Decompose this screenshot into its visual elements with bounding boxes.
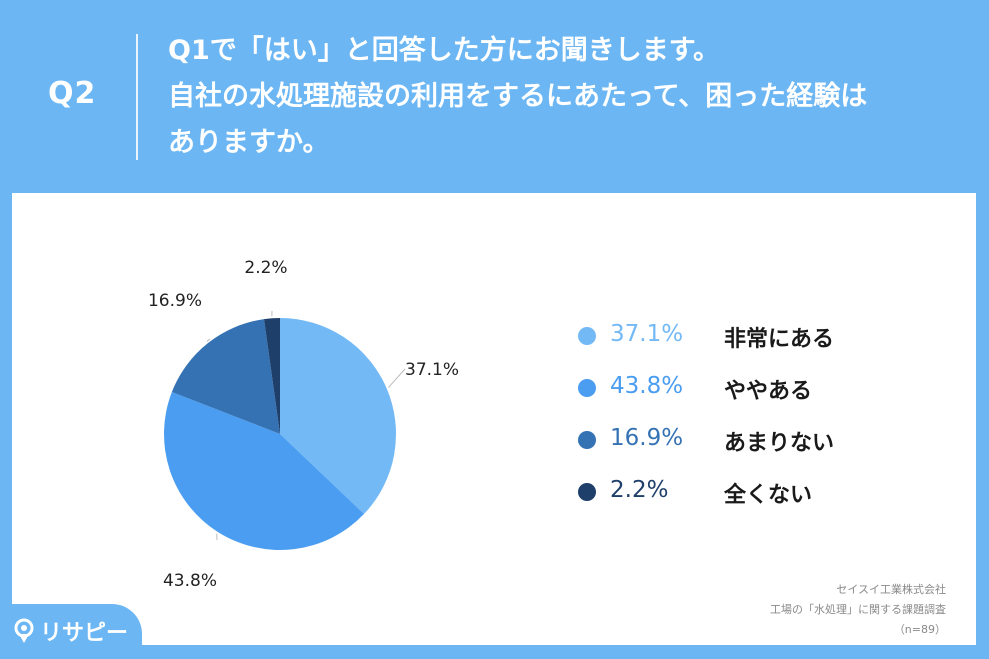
legend-label: 全くない	[724, 483, 813, 508]
legend-label: 非常にある	[724, 327, 835, 352]
legend-item: 16.9% あまりない	[578, 417, 918, 469]
leader-line	[388, 368, 406, 388]
source-company: セイスイ工業株式会社	[836, 583, 946, 596]
pie-data-label: 16.9%	[148, 291, 202, 311]
pie-data-label: 43.8%	[163, 571, 217, 591]
legend-item: 2.2% 全くない	[578, 469, 918, 521]
legend-percent: 43.8%	[610, 373, 684, 399]
pie-data-label: 37.1%	[405, 360, 459, 380]
question-line-3: ありますか。	[168, 127, 330, 158]
legend-swatch	[578, 431, 596, 449]
question-text: Q1で「はい」と回答した方にお聞きします。 自社の水処理施設の利用をするにあたっ…	[168, 28, 958, 166]
legend-percent: 2.2%	[610, 477, 669, 503]
pie-slice-1	[280, 318, 396, 514]
header: Q2 Q1で「はい」と回答した方にお聞きします。 自社の水処理施設の利用をするに…	[0, 0, 989, 192]
pie-slice-3	[171, 319, 280, 434]
legend-swatch	[578, 483, 596, 501]
brand-logo: リサピー	[12, 614, 128, 648]
pie-data-label: 2.2%	[244, 258, 287, 278]
logo-text: リサピー	[40, 621, 129, 646]
pin-logo-icon	[14, 618, 34, 643]
leader-line	[206, 338, 211, 342]
pie-slice-4	[264, 318, 280, 434]
legend-label: ややある	[724, 379, 813, 404]
chart-card: 37.1% 43.8% 16.9% 2.2% 37.1% 非常にある 43.8% やや…	[12, 193, 976, 645]
pie-chart: 37.1% 43.8% 16.9% 2.2%	[148, 258, 459, 591]
question-line-2: 自社の水処理施設の利用をするにあたって、困った経験は	[168, 81, 868, 112]
pie-slice-2	[163, 391, 365, 550]
legend-percent: 37.1%	[610, 321, 684, 347]
legend-swatch	[578, 327, 596, 345]
logo-tab	[0, 604, 142, 659]
question-line-1: Q1で「はい」と回答した方にお聞きします。	[168, 35, 721, 66]
header-divider	[136, 34, 138, 160]
source-survey: 工場の「水処理」に関する課題調査	[770, 603, 946, 616]
source-note: セイスイ工業株式会社 工場の「水処理」に関する課題調査 （n=89）	[770, 580, 946, 640]
legend-item: 43.8% ややある	[578, 365, 918, 417]
source-sample: （n=89）	[893, 623, 946, 636]
legend-swatch	[578, 379, 596, 397]
question-number: Q2	[48, 76, 97, 111]
legend-item: 37.1% 非常にある	[578, 313, 918, 365]
legend: 37.1% 非常にある 43.8% ややある 16.9% あまりない 2.2% …	[578, 313, 918, 521]
legend-percent: 16.9%	[610, 425, 684, 451]
legend-label: あまりない	[724, 431, 835, 456]
